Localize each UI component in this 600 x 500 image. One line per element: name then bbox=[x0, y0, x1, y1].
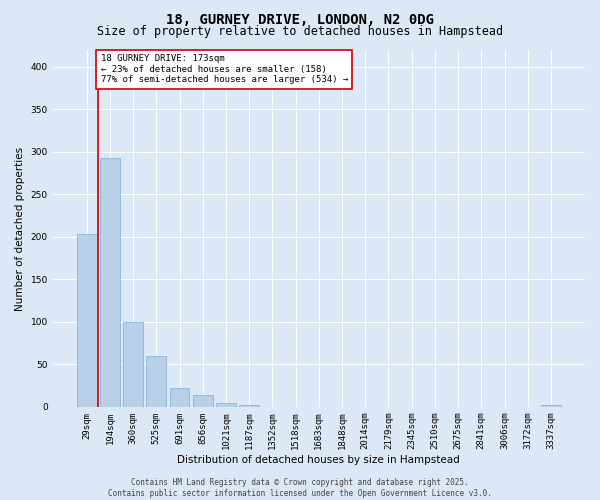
Bar bbox=[216, 402, 236, 407]
Text: Contains HM Land Registry data © Crown copyright and database right 2025.
Contai: Contains HM Land Registry data © Crown c… bbox=[108, 478, 492, 498]
Bar bbox=[77, 234, 97, 407]
Y-axis label: Number of detached properties: Number of detached properties bbox=[15, 146, 25, 310]
Text: 18 GURNEY DRIVE: 173sqm
← 23% of detached houses are smaller (158)
77% of semi-d: 18 GURNEY DRIVE: 173sqm ← 23% of detache… bbox=[101, 54, 348, 84]
Bar bbox=[123, 322, 143, 407]
Bar bbox=[193, 395, 212, 407]
Bar bbox=[100, 158, 120, 407]
Bar bbox=[239, 406, 259, 407]
Text: Size of property relative to detached houses in Hampstead: Size of property relative to detached ho… bbox=[97, 25, 503, 38]
X-axis label: Distribution of detached houses by size in Hampstead: Distribution of detached houses by size … bbox=[178, 455, 460, 465]
Bar bbox=[146, 356, 166, 407]
Bar bbox=[170, 388, 190, 407]
Bar bbox=[541, 406, 561, 407]
Text: 18, GURNEY DRIVE, LONDON, N2 0DG: 18, GURNEY DRIVE, LONDON, N2 0DG bbox=[166, 12, 434, 26]
